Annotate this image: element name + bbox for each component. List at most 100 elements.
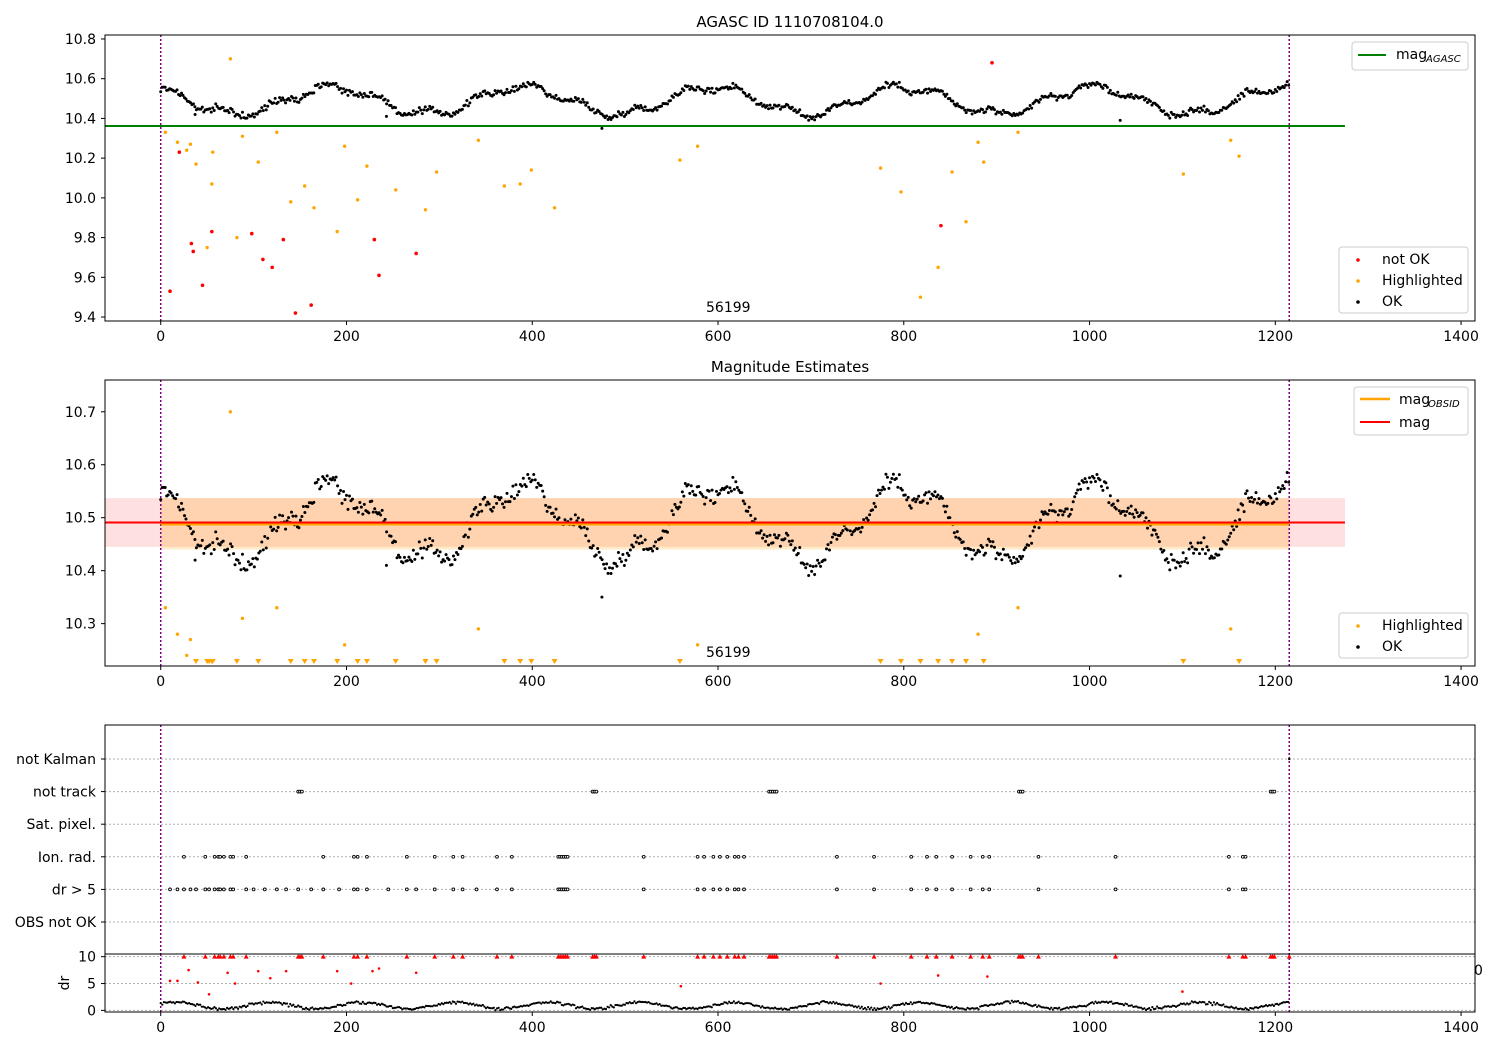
p4-dr-point-79 <box>284 1002 287 1005</box>
p4-dr-point-288 <box>614 1003 617 1007</box>
p1-ok-point-675 <box>1162 109 1166 113</box>
p2-ok-point-472 <box>860 525 864 529</box>
p1-ok-point-79 <box>276 100 280 104</box>
p4-dr-point-566 <box>1053 1006 1056 1010</box>
p3-flag-4-49 <box>835 887 839 892</box>
p3-flag-4-50 <box>872 887 876 892</box>
p3-flag-4-23 <box>355 887 360 892</box>
p2-ok-point-111 <box>324 478 328 482</box>
p2-ok-point-173 <box>416 552 420 556</box>
p4-dr-point-440 <box>854 1005 857 1008</box>
p2-ok-point-61 <box>249 562 253 566</box>
p4-dr-point-306 <box>642 1000 645 1004</box>
p2-ok-point-555 <box>984 551 988 555</box>
p2-ok-point-672 <box>1157 540 1161 544</box>
p4-red-clipped-52 <box>980 954 986 959</box>
p4-dr-point-438 <box>851 1004 854 1007</box>
p3-flag-4-54 <box>950 887 954 892</box>
p2-ok-point-321 <box>636 536 640 540</box>
p1-ok-point-479 <box>871 94 875 98</box>
p2-ok-point-682 <box>1172 558 1176 562</box>
p1-highlighted-point-24 <box>502 184 507 188</box>
p4-red-clipped-58 <box>1113 954 1119 959</box>
p1-ytick-label-1: 9.6 <box>74 270 96 286</box>
p1-ok-point-91 <box>294 96 298 100</box>
p2-ok-point-393 <box>743 502 747 506</box>
p3-flag-3-41 <box>980 854 985 859</box>
p1-highlighted-point-33 <box>936 265 940 270</box>
p1-ok-point-533 <box>951 99 955 103</box>
p2-ok-point-561 <box>992 545 996 549</box>
p2-highlighted-point-7 <box>342 643 347 647</box>
p2-ok-point-455 <box>835 537 839 541</box>
p1-ok-point-22 <box>191 102 195 106</box>
p1-ok-point-233 <box>505 87 509 91</box>
p3-flag-4-22 <box>352 887 356 892</box>
p2-ok-point-88 <box>290 510 294 514</box>
p4-dr-point-198 <box>472 1002 475 1005</box>
p4-red-clipped-2 <box>212 954 218 959</box>
p2-ok-point-413 <box>772 533 776 537</box>
p4-dr-point-564 <box>1050 1006 1053 1009</box>
p2-ok-point-736 <box>1252 497 1256 501</box>
p1-ok-point-257 <box>541 87 545 91</box>
p3-flag-4-39 <box>565 887 570 892</box>
p4-dr-point-296 <box>627 1002 630 1005</box>
p4-dr-point-34 <box>213 1006 216 1009</box>
p2-ok-point-424 <box>789 543 793 547</box>
p4-dr-point-650 <box>1185 1002 1189 1005</box>
p1-highlighted-point-21 <box>423 208 428 212</box>
p2-ok-point-322 <box>637 542 641 546</box>
p1-ok-point-175 <box>419 108 423 112</box>
p1-ok-point-334 <box>655 108 659 112</box>
p1-ok-point-3 <box>163 85 167 89</box>
p1-ok-point-48 <box>230 107 234 111</box>
p2-ok-point-592 <box>1039 518 1043 522</box>
p2-ok-point-384 <box>729 489 733 493</box>
p1-ok-point-125 <box>344 88 348 92</box>
p4-dr-point-55 <box>246 1004 249 1007</box>
p2-ok-point-218 <box>483 495 487 499</box>
p1-ok-point-729 <box>1242 94 1246 98</box>
p2-highlighted-point-0 <box>163 606 168 610</box>
p4-dr-point-171 <box>429 1005 432 1008</box>
p2-ok-point-753 <box>1278 490 1282 494</box>
p2-highlighted-point-12 <box>1229 627 1233 631</box>
p4-dr-point-609 <box>1121 1003 1124 1006</box>
p2-ok-point-315 <box>627 553 631 557</box>
p4-dr-point-111 <box>334 1005 338 1008</box>
p2-ok-point-107 <box>318 487 322 491</box>
p1-ok-point-152 <box>385 102 389 106</box>
legend-mag-label: mag <box>1399 415 1430 431</box>
p2-ok-point-318 <box>631 545 635 549</box>
p2-ok-point-641 <box>1111 502 1115 506</box>
p1-ok-point-357 <box>689 85 693 89</box>
p2-ok-point-169 <box>410 560 414 564</box>
p2-highlighted-offscale-17 <box>517 659 524 664</box>
p4-dr-point-327 <box>675 1006 679 1009</box>
p4-red-point-19 <box>1181 990 1184 993</box>
p1-ok-point-573 <box>1010 114 1014 118</box>
p2-highlighted-offscale-15 <box>433 659 440 664</box>
p4-dr-point-430 <box>838 1002 841 1005</box>
p1-highlighted-point-2 <box>185 148 189 152</box>
p4-dr-point-51 <box>240 1006 243 1009</box>
p4-dr-point-533 <box>1001 1002 1004 1005</box>
p2-ok-point-103 <box>312 500 316 504</box>
p4-dr-point-42 <box>225 1006 229 1009</box>
p1-ok-point-259 <box>544 92 548 96</box>
p1-ok-point-231 <box>502 93 506 97</box>
p2-ok-point-369 <box>707 489 711 493</box>
p1-highlighted-point-32 <box>918 295 923 299</box>
p2-ok-point-161 <box>398 555 402 559</box>
p1-ok-point-528 <box>943 94 947 98</box>
p2-ok-point-326 <box>643 538 647 542</box>
p4-dr-point-365 <box>735 1001 739 1004</box>
p2-ok-point-517 <box>927 490 931 494</box>
p1-ok-point-301 <box>606 117 610 121</box>
p1-ok-point-586 <box>1030 106 1034 110</box>
p2-ok-point-584 <box>1027 543 1031 547</box>
p4-dr-point-209 <box>489 1007 492 1010</box>
p2-ok-point-196 <box>450 563 454 567</box>
p4-dr-point-487 <box>928 1003 931 1006</box>
